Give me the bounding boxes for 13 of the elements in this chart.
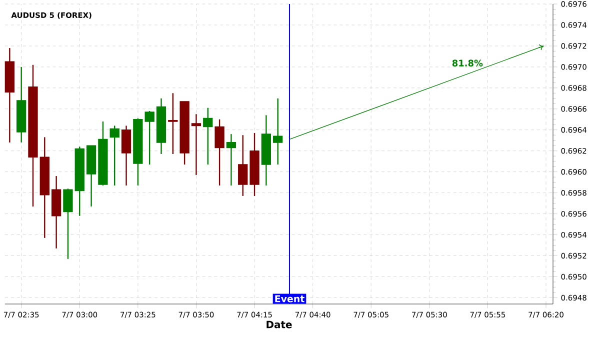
candlestick [226,133,236,186]
x-axis-title: Date [266,320,292,328]
annotation: 81.8% [452,60,483,66]
candlestick [121,125,132,186]
candlestick [273,98,283,166]
candlestick [110,125,120,186]
candlestick [168,92,178,155]
candlestick [191,114,202,176]
candlestick [238,134,248,197]
candlestick [214,118,224,186]
ref-line-label: Event [275,295,304,302]
candlestick [203,107,213,166]
candlestick [63,188,73,260]
